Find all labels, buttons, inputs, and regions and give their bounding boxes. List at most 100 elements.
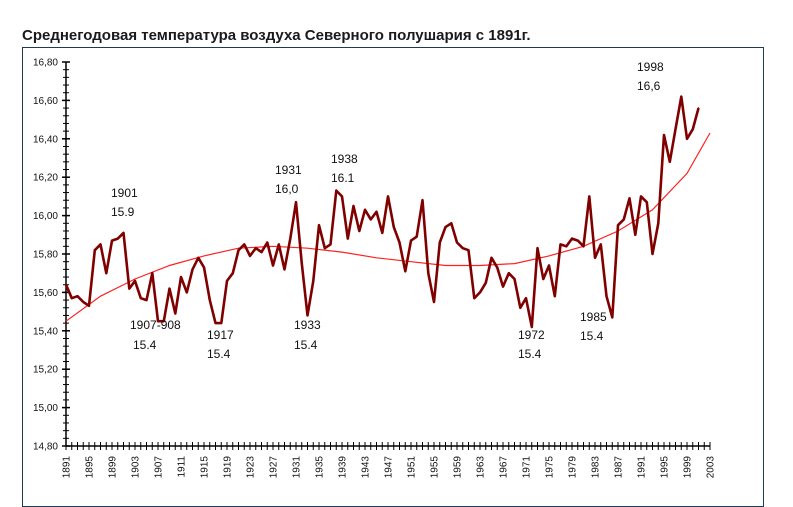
annotation-year: 1985 <box>580 310 607 324</box>
data-point <box>369 218 372 221</box>
data-point <box>588 195 591 198</box>
chart-frame <box>22 47 764 507</box>
data-point <box>525 297 527 299</box>
y-tick-label: 15,60 <box>33 288 58 299</box>
x-tick-label: 1907 <box>154 456 165 479</box>
annotation-value: 15.4 <box>207 347 231 361</box>
x-tick-label: 1935 <box>315 456 326 479</box>
data-point <box>645 201 648 203</box>
data-point <box>318 224 320 226</box>
data-point <box>300 262 303 265</box>
x-tick-label: 1939 <box>338 456 349 479</box>
x-tick-label: 2003 <box>706 456 717 479</box>
y-tick-label: 16,60 <box>33 96 58 107</box>
y-tick-label: 15,80 <box>33 250 58 261</box>
data-point <box>421 199 424 202</box>
data-point <box>82 301 85 303</box>
data-point <box>456 241 458 244</box>
y-tick-label: 15,00 <box>33 403 58 414</box>
annotation-year: 1998 <box>637 60 664 74</box>
data-point <box>438 241 441 244</box>
x-tick-label: 1979 <box>568 456 579 479</box>
data-point <box>220 322 223 324</box>
data-point <box>168 287 171 290</box>
data-point <box>530 326 533 328</box>
x-tick-label: 1923 <box>246 456 257 479</box>
data-point <box>214 322 217 324</box>
data-point <box>134 280 136 282</box>
annotation-year: 1907-908 <box>130 318 181 332</box>
data-point <box>277 243 280 246</box>
data-point <box>260 251 263 253</box>
data-point <box>461 247 464 250</box>
data-point <box>208 299 211 301</box>
data-point <box>473 297 476 299</box>
data-point <box>651 253 654 255</box>
x-tick-label: 1951 <box>407 456 418 479</box>
data-point <box>582 245 585 248</box>
data-point <box>249 255 251 257</box>
data-point <box>197 257 200 259</box>
annotation-value: 15.4 <box>580 329 604 343</box>
data-point <box>70 297 73 299</box>
annotation-value: 15.9 <box>111 205 135 219</box>
x-tick-label: 1895 <box>85 456 96 479</box>
data-point <box>565 245 568 248</box>
annotation-value: 16,0 <box>275 182 299 196</box>
data-point <box>174 312 177 315</box>
data-point <box>594 257 596 259</box>
data-point <box>663 134 665 136</box>
data-point <box>599 243 602 246</box>
data-point <box>128 287 131 290</box>
data-point <box>289 237 292 240</box>
x-tick-label: 1991 <box>637 456 648 479</box>
data-point <box>576 239 579 242</box>
data-point <box>157 320 159 323</box>
y-tick-label: 16,20 <box>33 173 58 184</box>
data-point <box>266 241 269 244</box>
data-point <box>668 161 671 163</box>
data-point <box>116 237 119 240</box>
annual-temperature-line <box>64 95 700 329</box>
data-point <box>605 295 608 298</box>
data-point <box>611 316 614 319</box>
x-tick-label: 1931 <box>292 456 303 479</box>
y-tick-label: 14,80 <box>33 442 58 453</box>
data-point <box>237 249 240 251</box>
annotation-value: 16.1 <box>331 171 355 185</box>
data-point <box>111 239 113 242</box>
data-point <box>634 234 637 236</box>
x-tick-label: 1971 <box>522 456 533 479</box>
y-tick-label: 15,20 <box>33 365 58 376</box>
data-point <box>329 243 332 246</box>
data-point <box>427 272 430 275</box>
data-point <box>513 278 516 280</box>
data-point <box>375 210 378 213</box>
data-point <box>226 280 228 282</box>
data-point <box>387 195 389 198</box>
data-point <box>415 235 418 238</box>
annotation-value: 15.4 <box>294 338 318 352</box>
data-point <box>99 243 102 246</box>
data-point <box>306 314 309 317</box>
annotation-year: 1972 <box>518 328 545 342</box>
data-point <box>151 272 154 275</box>
x-tick-label: 1947 <box>384 456 395 479</box>
y-tick-label: 16,40 <box>33 134 58 145</box>
data-point <box>680 95 683 98</box>
data-point <box>272 264 274 267</box>
x-tick-label: 1919 <box>223 456 234 479</box>
data-point <box>490 257 493 259</box>
data-point <box>76 295 79 298</box>
annotation-year: 1931 <box>275 163 302 177</box>
data-point <box>381 232 384 234</box>
data-point <box>519 306 522 309</box>
x-tick-label: 1999 <box>683 456 694 479</box>
data-point <box>392 226 395 228</box>
annotation-value: 16,6 <box>637 79 661 93</box>
data-point <box>548 264 550 267</box>
data-point <box>686 138 688 140</box>
y-tick-label: 15,40 <box>33 326 58 337</box>
x-tick-label: 1911 <box>177 456 188 478</box>
data-point <box>341 195 343 198</box>
